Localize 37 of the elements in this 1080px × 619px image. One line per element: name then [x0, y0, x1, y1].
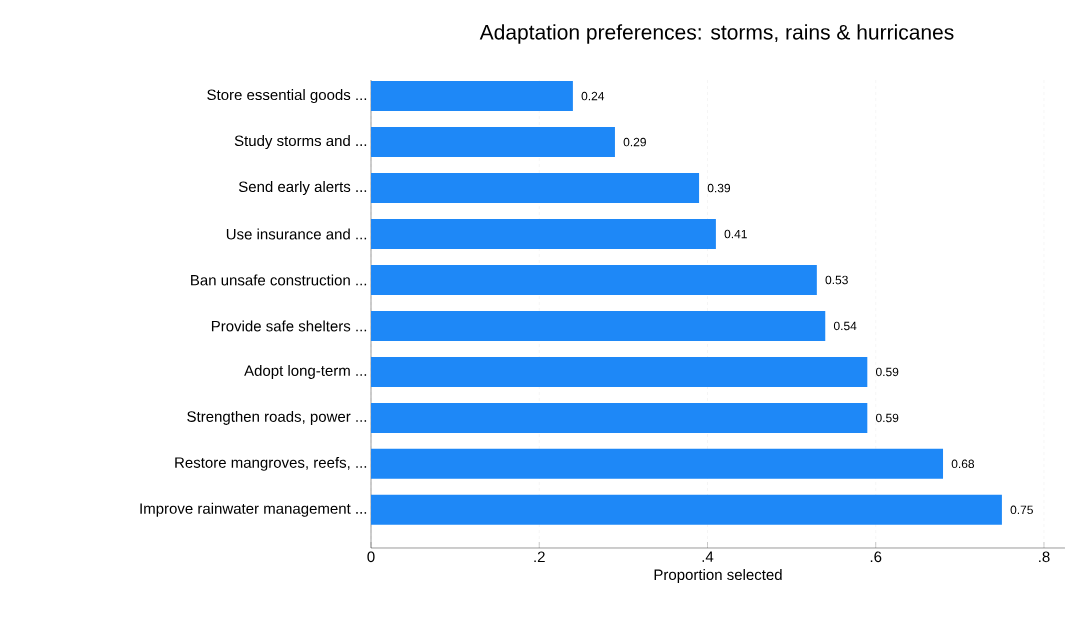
bar [371, 219, 716, 250]
y-tick-label: Improve rainwater management ... [140, 502, 367, 517]
data-label: 0.39 [707, 183, 731, 193]
bar [371, 81, 573, 112]
data-label: 0.54 [833, 321, 857, 331]
bar [371, 127, 615, 158]
chart-title: Adaptation preferences: storms, rains & hurricanes [479, 24, 954, 44]
bar [371, 494, 1002, 525]
x-tick-label: .8 [1039, 551, 1050, 563]
x-tick-label: .2 [534, 551, 545, 562]
y-tick-label: Study storms and ... [234, 135, 367, 150]
data-label: 0.59 [875, 413, 899, 423]
x-tick-label: .6 [870, 551, 882, 563]
y-tick-label: Restore mangroves, reefs, ... [175, 456, 367, 471]
y-tick-label: Use insurance and ... [226, 228, 367, 240]
data-label: 0.68 [951, 459, 975, 469]
y-tick-label: Strengthen roads, power ... [187, 410, 367, 425]
bar [371, 402, 868, 433]
y-tick-label: Send early alerts ... [238, 181, 367, 196]
data-label: 0.24 [581, 91, 605, 101]
y-tick-label: Ban unsafe construction ... [191, 274, 367, 286]
x-tick-label: .4 [702, 551, 714, 562]
y-tick-label: Adopt long-term ... [244, 364, 367, 379]
data-label: 0.59 [875, 367, 899, 377]
bar [371, 356, 868, 387]
data-label: 0.41 [724, 229, 747, 239]
bar [371, 310, 826, 341]
x-axis-title: Proportion selected [654, 569, 782, 583]
data-label: 0.53 [825, 275, 848, 285]
y-tick-label: Store essential goods ... [207, 89, 367, 104]
data-label: 0.75 [1010, 505, 1033, 515]
x-tick-label: 0 [367, 551, 375, 563]
bar [371, 264, 817, 295]
data-label: 0.29 [623, 137, 646, 147]
bar [371, 448, 944, 479]
y-tick-label: Provide safe shelters ... [211, 320, 367, 332]
bar [371, 173, 700, 204]
